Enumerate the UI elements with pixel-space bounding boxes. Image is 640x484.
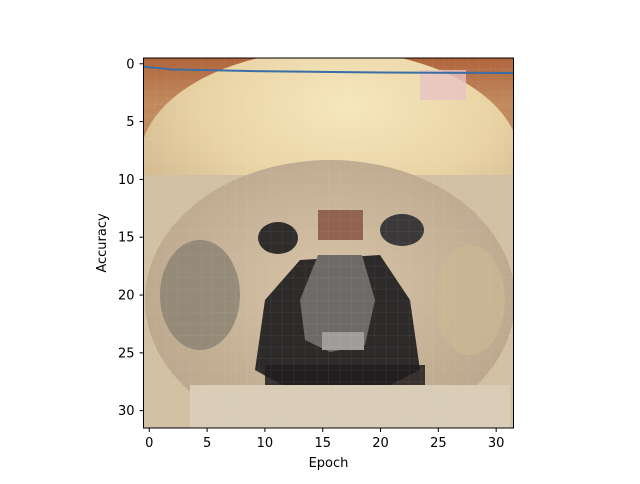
x-tick-label: 15 <box>314 436 331 451</box>
x-tick-label: 25 <box>430 436 447 451</box>
y-tick-label: 10 <box>118 173 135 188</box>
x-axis-ticks: 0 5 10 15 20 25 30 <box>145 428 504 451</box>
y-tick-label: 0 <box>126 57 134 72</box>
x-tick-label: 5 <box>203 436 211 451</box>
y-axis-label: Accuracy <box>95 213 110 273</box>
x-tick-label: 0 <box>145 436 153 451</box>
axes-frame <box>143 57 514 429</box>
y-tick-label: 30 <box>118 404 135 419</box>
y-tick-label: 5 <box>126 115 134 130</box>
y-tick-label: 15 <box>118 231 135 246</box>
x-tick-label: 20 <box>372 436 389 451</box>
x-tick-label: 10 <box>257 436 274 451</box>
x-axis-label: Epoch <box>309 456 349 471</box>
background-dog-image <box>143 58 514 428</box>
series-line <box>143 65 514 75</box>
y-axis-ticks: 0 5 10 15 20 25 30 <box>118 57 144 419</box>
y-tick-label: 20 <box>118 289 135 304</box>
y-tick-label: 25 <box>118 346 135 361</box>
x-tick-label: 30 <box>488 436 505 451</box>
